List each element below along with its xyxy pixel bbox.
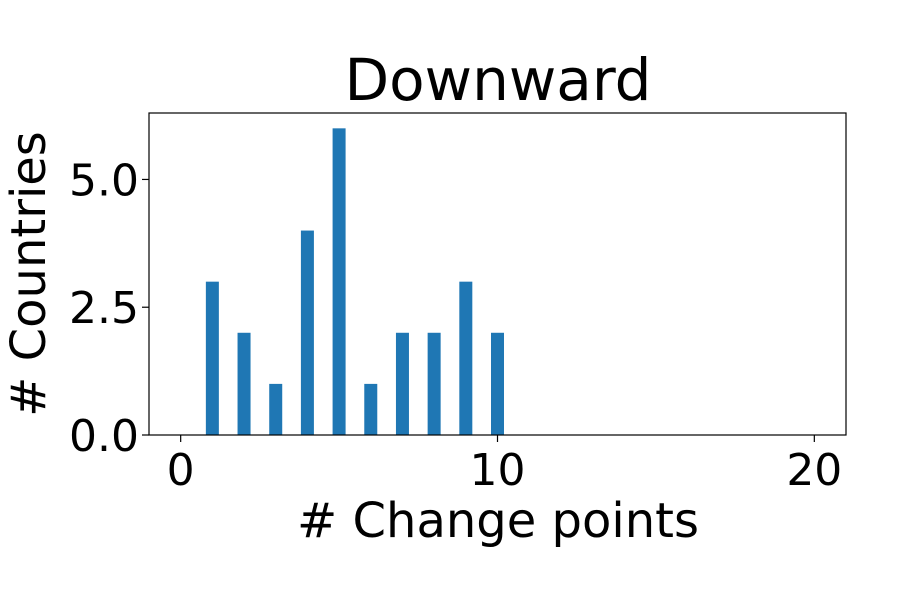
bar-4: [300, 230, 314, 435]
x-axis-ticks: 0 10 20: [167, 435, 842, 496]
bar-10: [491, 332, 504, 435]
bar-9: [459, 281, 473, 435]
y-axis-ticks: 0.0 2.5 5.0: [69, 155, 149, 462]
y-axis-label: # Countries: [1, 131, 57, 417]
bar-1: [205, 281, 219, 435]
chart-title: Downward: [345, 46, 652, 114]
y-tick-label: 2.5: [69, 283, 139, 334]
bar-2: [237, 332, 251, 435]
x-tick-label: 10: [470, 445, 526, 496]
bar-7: [395, 332, 409, 435]
bar-8: [427, 332, 441, 435]
x-tick-label: 0: [167, 445, 195, 496]
bar-5: [332, 128, 346, 436]
y-tick-label: 0.0: [69, 411, 139, 462]
bars-group: [205, 128, 504, 436]
y-tick-label: 5.0: [69, 155, 139, 206]
bar-6: [364, 383, 378, 435]
x-tick-label: 20: [786, 445, 842, 496]
bar-3: [269, 383, 283, 435]
x-axis-label: # Change points: [297, 493, 699, 549]
